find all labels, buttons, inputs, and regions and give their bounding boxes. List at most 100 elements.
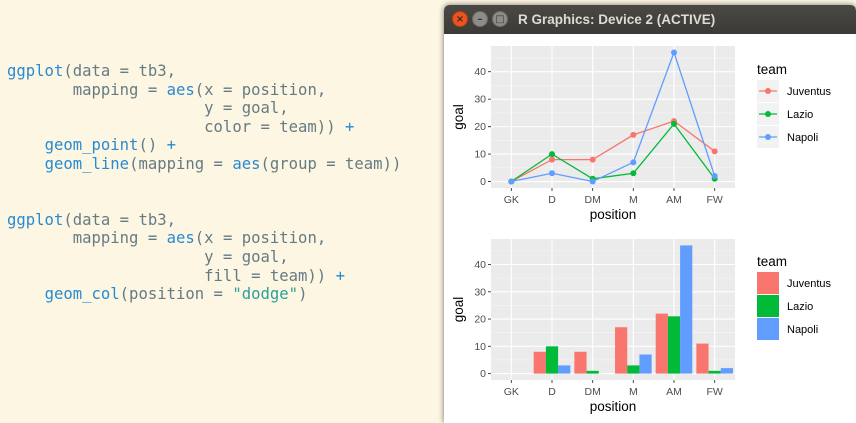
- code-token: (x = position,: [194, 229, 327, 248]
- legend-title: team: [757, 62, 787, 77]
- legend-key-point: [765, 88, 771, 94]
- minimize-window-button[interactable]: –: [472, 11, 488, 27]
- bar: [615, 327, 628, 374]
- maximize-window-button[interactable]: □: [492, 11, 508, 27]
- x-tick-label: AM: [666, 194, 682, 206]
- legend-label-napoli: Napoli: [787, 324, 818, 336]
- bar: [586, 370, 599, 374]
- window-title: R Graphics: Device 2 (ACTIVE): [518, 12, 716, 27]
- window-titlebar[interactable]: × – □ R Graphics: Device 2 (ACTIVE): [444, 5, 856, 34]
- legend-key-point: [765, 134, 771, 140]
- bar: [680, 245, 693, 374]
- code-token: [7, 155, 45, 173]
- bar: [574, 351, 587, 374]
- x-axis-title: position: [590, 399, 637, 414]
- code-token: y = goal,: [7, 247, 289, 266]
- code-line: [7, 174, 401, 193]
- code-line: color = team)) +: [7, 118, 401, 137]
- code-token: aes: [166, 80, 195, 99]
- code-token: +: [166, 136, 177, 155]
- code-editor[interactable]: ggplot(data = tb3, mapping = aes(x = pos…: [7, 62, 401, 304]
- data-point: [589, 178, 596, 185]
- bar: [667, 316, 681, 374]
- r-graphics-window: × – □ R Graphics: Device 2 (ACTIVE) 0 10 2…: [444, 5, 856, 423]
- legend-key: [757, 272, 779, 294]
- x-tick-label: FW: [707, 386, 723, 398]
- legend-label-lazio: Lazio: [787, 109, 813, 121]
- y-tick-label: 0: [480, 368, 486, 380]
- data-point: [630, 159, 637, 166]
- code-token: (position =: [119, 285, 233, 304]
- bar: [639, 354, 652, 374]
- y-tick-label: 30: [474, 286, 486, 298]
- bar: [545, 346, 559, 374]
- legend-label-napoli: Napoli: [787, 132, 818, 144]
- code-token: fill = team)): [7, 266, 336, 285]
- code-token: [7, 285, 45, 303]
- x-axis-title: position: [590, 207, 637, 222]
- plot-panel: [491, 46, 735, 188]
- bar: [558, 365, 571, 374]
- bar: [533, 351, 546, 374]
- y-tick-label: 20: [474, 121, 486, 133]
- code-token: (mapping =: [129, 154, 233, 173]
- maximize-icon: □: [495, 14, 505, 25]
- series-line-napoli: [511, 50, 716, 183]
- code-token: +: [344, 117, 355, 136]
- close-window-button[interactable]: ×: [452, 11, 468, 27]
- data-point: [508, 178, 515, 185]
- code-token: ggplot: [7, 210, 64, 229]
- code-token: y = goal,: [7, 99, 289, 118]
- code-token: color = team)): [7, 117, 345, 136]
- y-tick-label: 30: [474, 94, 486, 106]
- code-line: mapping = aes(x = position,: [7, 81, 401, 100]
- x-tick-label: D: [548, 386, 556, 398]
- data-point: [630, 170, 637, 177]
- minimize-icon: –: [477, 14, 483, 25]
- series-line-lazio: [510, 122, 716, 183]
- plot-panel: [491, 239, 735, 380]
- data-point: [549, 156, 555, 163]
- x-tick-label: GK: [504, 194, 519, 206]
- bar: [708, 370, 721, 374]
- legend-label-lazio: Lazio: [787, 301, 813, 313]
- bar: [720, 368, 733, 374]
- y-tick-label: 20: [474, 314, 486, 326]
- code-line: geom_col(position = "dodge"): [7, 285, 401, 304]
- y-tick-label: 40: [474, 259, 486, 271]
- code-token: ): [298, 285, 308, 304]
- data-point: [671, 49, 677, 56]
- code-line: geom_line(mapping = aes(group = team)): [7, 154, 402, 174]
- data-point: [589, 156, 596, 163]
- code-token: ggplot: [7, 62, 64, 80]
- bar: [655, 313, 668, 374]
- bar: [627, 365, 640, 374]
- code-line: fill = team)) +: [7, 267, 401, 286]
- code-token: mapping =: [7, 80, 167, 99]
- code-line: mapping = aes(x = position,: [7, 229, 401, 248]
- code-line: ggplot(data = tb3,: [7, 211, 401, 230]
- data-point: [671, 120, 677, 127]
- code-token: +: [335, 266, 345, 285]
- legend-key-point: [765, 111, 771, 117]
- code-token: (group = team)): [260, 154, 402, 173]
- data-point: [549, 151, 555, 158]
- x-tick-label: D: [548, 194, 556, 206]
- y-axis-title: goal: [451, 297, 466, 323]
- code-line: y = goal,: [7, 248, 401, 267]
- code-line: y = goal,: [7, 99, 401, 118]
- code-token: aes: [232, 154, 261, 173]
- legend-label-juventus: Juventus: [787, 86, 832, 98]
- code-token: "dodge": [232, 285, 299, 304]
- x-tick-label: DM: [584, 386, 600, 398]
- code-token: geom_line: [44, 154, 130, 173]
- x-tick-label: GK: [504, 386, 519, 398]
- code-token: (data = tb3,: [63, 210, 177, 229]
- bar: [696, 343, 709, 374]
- code-line: [7, 192, 401, 211]
- y-tick-label: 10: [474, 149, 486, 161]
- code-token: mapping =: [7, 229, 167, 248]
- code-token: [7, 136, 45, 154]
- data-point: [630, 131, 637, 138]
- data-point: [711, 148, 718, 155]
